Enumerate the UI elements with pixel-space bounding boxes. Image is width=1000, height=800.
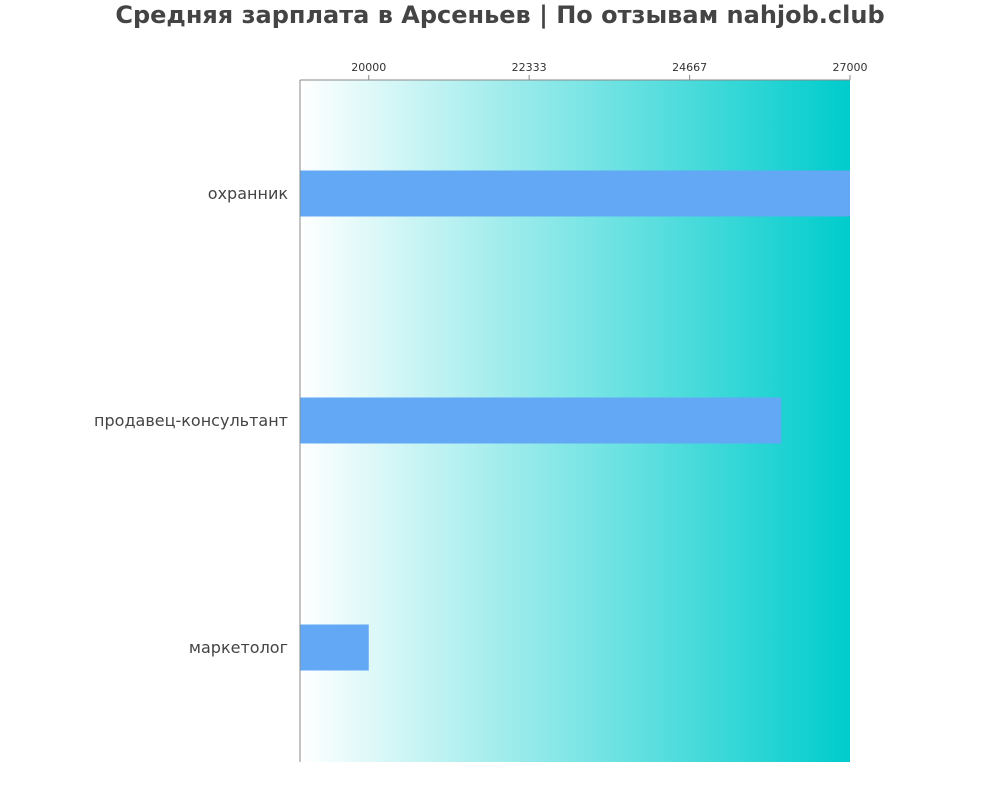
- x-tick-label: 20000: [351, 61, 386, 74]
- x-tick-label: 24667: [672, 61, 707, 74]
- x-tick-label: 22333: [512, 61, 547, 74]
- category-label: продавец-консультант: [94, 411, 288, 430]
- bars-group: [300, 170, 850, 671]
- bar-2: [300, 624, 369, 671]
- chart-title: Средняя зарплата в Арсеньев | По отзывам…: [115, 1, 884, 29]
- category-label: маркетолог: [189, 638, 288, 657]
- x-tick-label: 27000: [833, 61, 868, 74]
- bar-0: [300, 170, 850, 217]
- bar-1: [300, 397, 782, 444]
- category-labels: охранник продавец-консультант маркетолог: [94, 184, 288, 657]
- x-axis-ticks: 20000 22333 24667 27000: [351, 61, 868, 80]
- category-label: охранник: [208, 184, 289, 203]
